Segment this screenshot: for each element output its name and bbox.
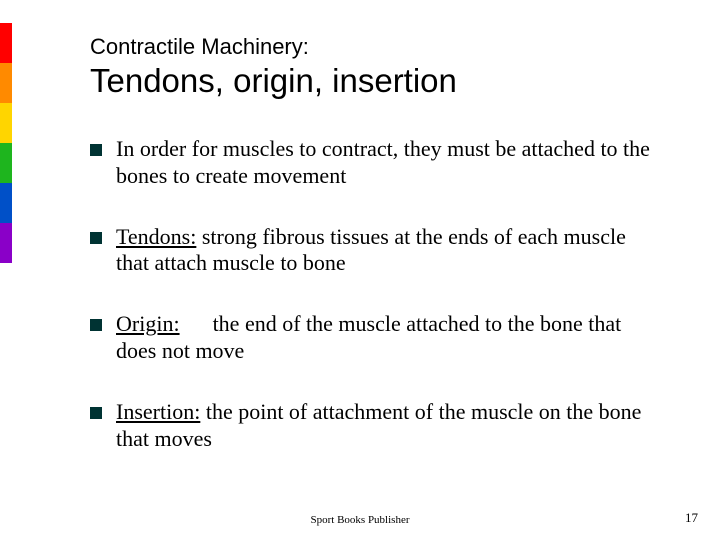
stripe-4 <box>0 183 12 223</box>
list-item: Tendons: strong fibrous tissues at the e… <box>90 224 660 278</box>
list-item-text: In order for muscles to contract, they m… <box>116 136 660 190</box>
list-item: Origin: the end of the muscle attached t… <box>90 311 660 365</box>
list-item-text: Insertion: the point of attachment of th… <box>116 399 660 453</box>
bullet-list: In order for muscles to contract, they m… <box>90 136 660 453</box>
list-item-text: Origin: the end of the muscle attached t… <box>116 311 660 365</box>
list-item: Insertion: the point of attachment of th… <box>90 399 660 453</box>
stripe-2 <box>0 103 12 143</box>
list-item: In order for muscles to contract, they m… <box>90 136 660 190</box>
stripe-0 <box>0 23 12 63</box>
term-label: Origin: <box>116 311 180 336</box>
footer-publisher: Sport Books Publisher <box>0 514 720 526</box>
stripe-1 <box>0 63 12 103</box>
term-label: Tendons: <box>116 224 196 249</box>
list-item-text: Tendons: strong fibrous tissues at the e… <box>116 224 660 278</box>
bullet-square-icon <box>90 407 102 419</box>
term-label: Insertion: <box>116 399 200 424</box>
slide-title: Tendons, origin, insertion <box>90 62 660 100</box>
bullet-square-icon <box>90 144 102 156</box>
definition-text: In order for muscles to contract, they m… <box>116 136 650 188</box>
pretitle: Contractile Machinery: <box>90 34 660 60</box>
page-number: 17 <box>685 510 698 526</box>
stripe-3 <box>0 143 12 183</box>
bullet-square-icon <box>90 319 102 331</box>
bullet-square-icon <box>90 232 102 244</box>
stripe-5 <box>0 223 12 263</box>
slide: Contractile Machinery: Tendons, origin, … <box>0 0 720 540</box>
definition-text: the end of the muscle attached to the bo… <box>116 311 621 363</box>
